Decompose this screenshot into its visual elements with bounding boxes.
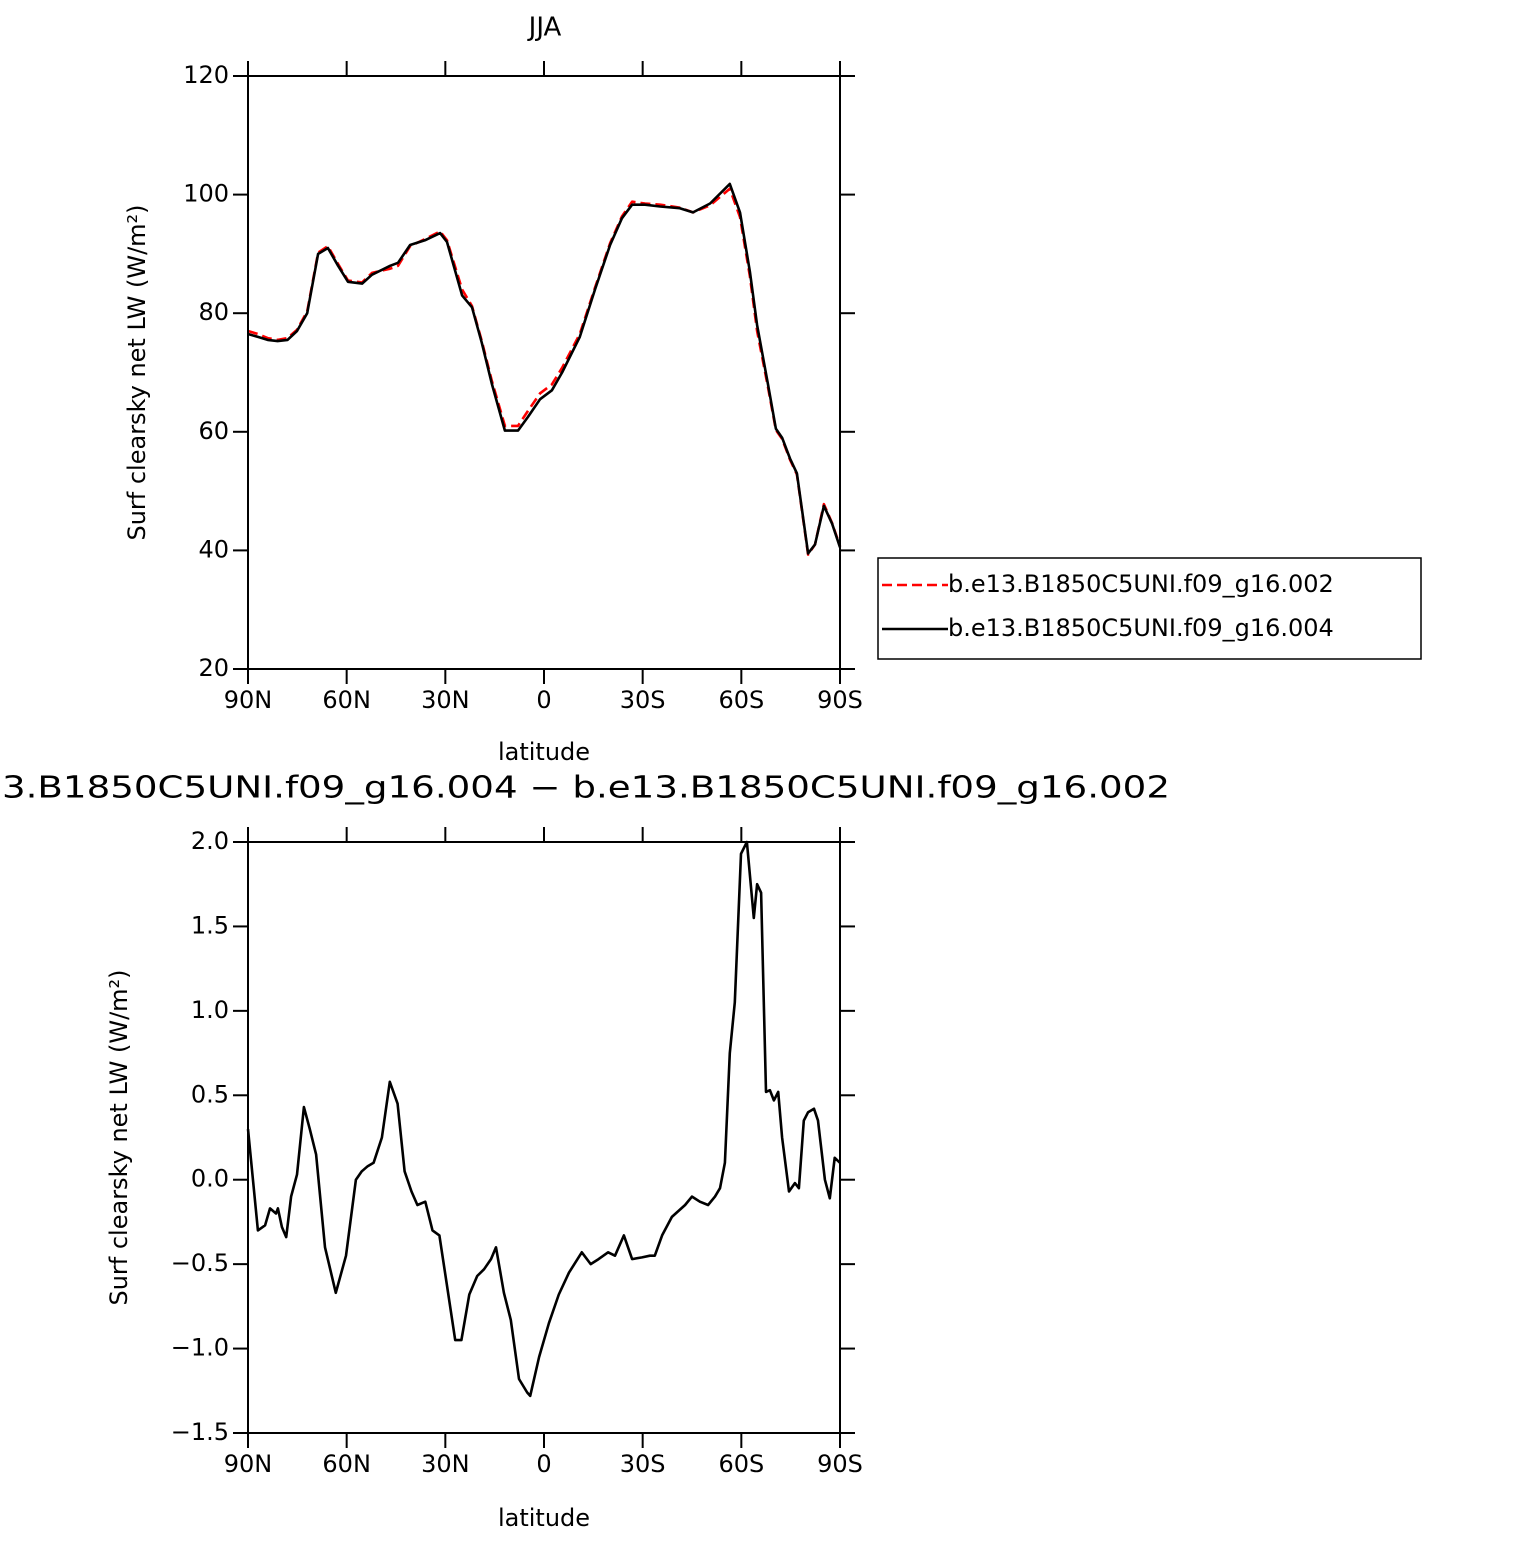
- legend-box: [877, 557, 1422, 660]
- y-axis-label: Surf clearsky net LW (W/m²): [123, 204, 151, 540]
- data-line: [247, 182, 842, 555]
- y-tick-label: −0.5: [171, 1249, 229, 1277]
- y-tick-label: 120: [183, 61, 229, 89]
- x-tick-label: 60N: [322, 686, 371, 714]
- x-tick-label: 60S: [718, 686, 764, 714]
- data-line: [246, 840, 841, 1398]
- plot-frame: [247, 75, 841, 670]
- y-tick-label: 80: [198, 298, 229, 326]
- x-tick-label: 0: [536, 1450, 551, 1478]
- x-axis-label: latitude: [498, 738, 590, 766]
- plot-frame: [247, 841, 841, 1434]
- legend-label: b.e13.B1850C5UNI.f09_g16.002: [948, 570, 1334, 598]
- legend-label: b.e13.B1850C5UNI.f09_g16.004: [948, 614, 1334, 642]
- x-tick-label: 60N: [322, 1450, 371, 1478]
- x-axis-label: latitude: [498, 1504, 590, 1532]
- y-tick-label: 100: [183, 180, 229, 208]
- y-tick-label: 20: [198, 654, 229, 682]
- chart-title: b.e13.B1850C5UNI.f09_g16.004 − b.e13.B18…: [0, 771, 1170, 806]
- x-tick-label: 90N: [224, 686, 273, 714]
- x-tick-label: 30S: [620, 686, 666, 714]
- y-axis-label: Surf clearsky net LW (W/m²): [105, 969, 133, 1305]
- y-tick-label: 2.0: [191, 827, 229, 855]
- x-tick-label: 90S: [817, 1450, 863, 1478]
- data-line: [247, 187, 842, 556]
- y-tick-label: 1.0: [191, 996, 229, 1024]
- x-tick-label: 30S: [620, 1450, 666, 1478]
- y-tick-label: 60: [198, 417, 229, 445]
- x-tick-label: 30N: [421, 686, 470, 714]
- y-tick-label: −1.5: [171, 1418, 229, 1446]
- x-tick-label: 60S: [718, 1450, 764, 1478]
- x-tick-label: 90N: [224, 1450, 273, 1478]
- y-tick-label: 1.5: [191, 911, 229, 939]
- x-tick-label: 0: [536, 686, 551, 714]
- x-tick-label: 90S: [817, 686, 863, 714]
- chart-title: JJA: [527, 13, 562, 43]
- y-tick-label: 0.5: [191, 1080, 229, 1108]
- y-tick-label: 0.0: [191, 1165, 229, 1193]
- y-tick-label: −1.0: [171, 1334, 229, 1362]
- y-tick-label: 40: [198, 535, 229, 563]
- x-tick-label: 30N: [421, 1450, 470, 1478]
